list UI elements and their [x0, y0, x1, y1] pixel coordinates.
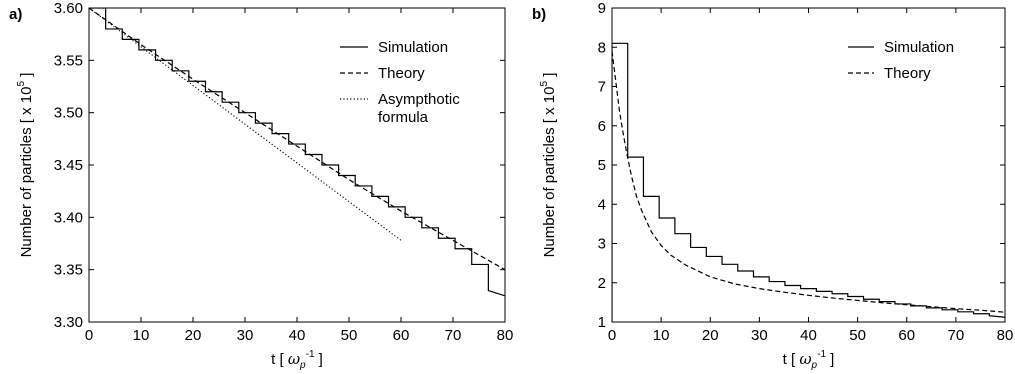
y-tick-label: 4: [598, 196, 606, 213]
x-tick-label: 40: [289, 327, 306, 344]
legend-entry: Theory: [378, 65, 425, 82]
x-tick-label: 40: [800, 327, 817, 344]
y-tick-label: 3.60: [54, 0, 83, 17]
legend-entry: Simulation: [884, 39, 954, 56]
series-simulation-line: [89, 8, 505, 297]
x-tick-label: 0: [608, 327, 616, 344]
x-tick-label: 50: [341, 327, 358, 344]
y-tick-label: 1: [598, 314, 606, 331]
x-tick-label: 60: [898, 327, 915, 344]
panel-b: b) 0 10 20 30 40 50 60 70 80 1 2 3 4 5 6 7 8 9 t [ ωp-1 ] Nu…: [532, 0, 1013, 371]
y-axis-label: Number of particles [ x 105 ]: [16, 73, 35, 258]
panel-a: a) 0 10 20 30 40 50 60 70 80 3.30 3.35 3.40 3.45 3.50 3…: [9, 0, 513, 371]
y-tick-label: 3.35: [54, 262, 83, 279]
x-tick-label: 50: [849, 327, 866, 344]
x-tick-label: 60: [393, 327, 410, 344]
y-tick-label: 8: [598, 39, 606, 56]
y-tick-label: 6: [598, 118, 606, 135]
y-tick-label: 3.40: [54, 209, 83, 226]
x-tick-label: 30: [237, 327, 254, 344]
x-tick-label: 0: [85, 327, 93, 344]
series-simulation-line: [612, 42, 1005, 322]
x-axis-label: t [ ωp-1 ]: [271, 349, 323, 371]
y-tick-label: 3.55: [54, 52, 83, 69]
x-tick-label: 70: [445, 327, 462, 344]
x-tick-label: 20: [702, 327, 719, 344]
x-tick-label: 20: [185, 327, 202, 344]
legend-entry: Theory: [884, 65, 931, 82]
x-tick-label: 30: [751, 327, 768, 344]
x-tick-label: 10: [133, 327, 150, 344]
legend-entry: Asympthotic formula: [378, 91, 460, 126]
y-axis-label: Number of particles [ x 105 ]: [539, 73, 558, 258]
series-theory-line: [89, 8, 505, 271]
x-axis-label: t [ ωp-1 ]: [783, 349, 835, 371]
x-tick-label: 80: [497, 327, 514, 344]
y-tick-label: 5: [598, 157, 606, 174]
panel-label: b): [532, 6, 546, 23]
x-tick-label: 70: [948, 327, 965, 344]
panel-label: a): [9, 6, 22, 23]
y-tick-label: 3.30: [54, 314, 83, 331]
y-tick-label: 9: [598, 0, 606, 17]
y-tick-label: 3.50: [54, 105, 83, 122]
legend-entry: Simulation: [378, 39, 448, 56]
series-theory-line: [612, 51, 1005, 313]
x-tick-label: 80: [997, 327, 1014, 344]
y-tick-label: 7: [598, 79, 606, 96]
y-tick-label: 3.45: [54, 157, 83, 174]
y-tick-label: 2: [598, 275, 606, 292]
series-asympthotic-formula-line: [89, 8, 402, 241]
y-tick-label: 3: [598, 236, 606, 253]
x-tick-label: 10: [653, 327, 670, 344]
